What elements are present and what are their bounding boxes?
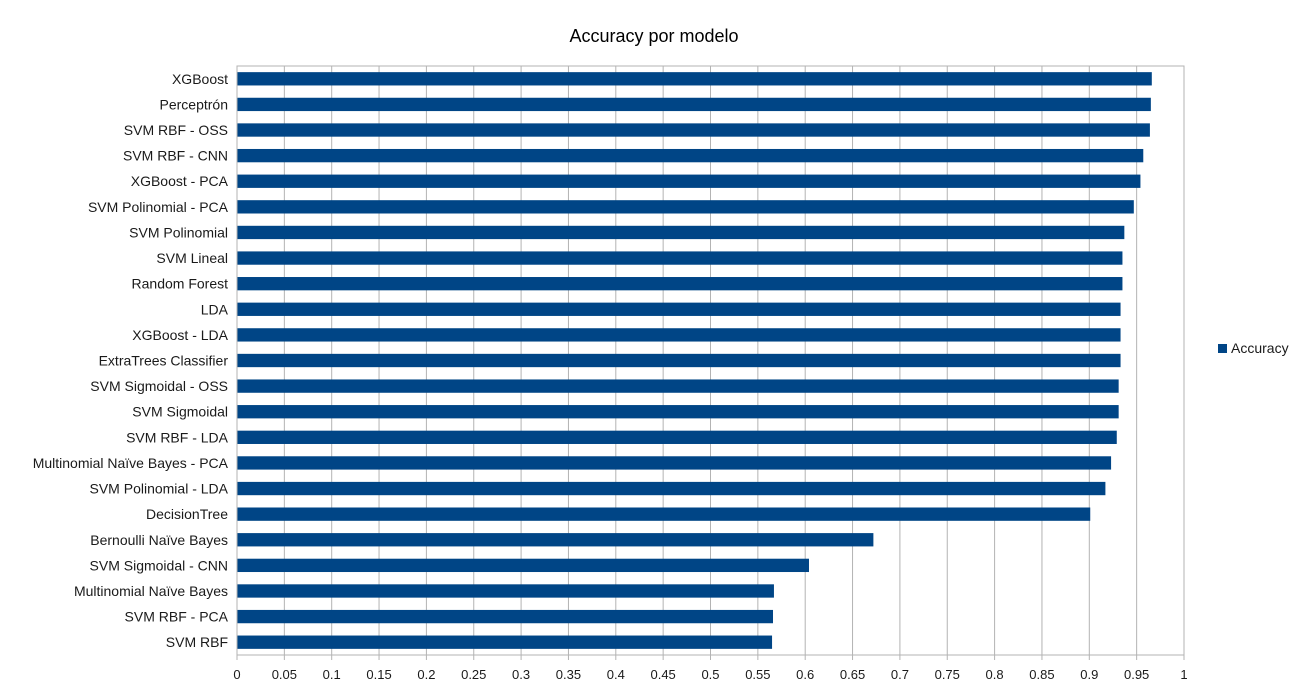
category-label: Multinomial Naïve Bayes - PCA xyxy=(33,455,229,471)
category-label: DecisionTree xyxy=(146,506,228,522)
category-label: XGBoost xyxy=(172,71,228,87)
bar xyxy=(237,507,1091,521)
category-label: Multinomial Naïve Bayes xyxy=(74,583,228,599)
x-tick-label: 0.6 xyxy=(796,667,814,682)
bar xyxy=(237,481,1106,496)
bar xyxy=(237,302,1121,316)
chart-title: Accuracy por modelo xyxy=(569,26,738,46)
bar xyxy=(237,533,874,547)
x-tick-label: 1 xyxy=(1180,667,1187,682)
x-tick-label: 0.65 xyxy=(840,667,865,682)
bar xyxy=(237,277,1123,291)
x-tick-label: 0.75 xyxy=(935,667,960,682)
x-tick-label: 0.85 xyxy=(1029,667,1054,682)
x-tick-label: 0.05 xyxy=(272,667,297,682)
category-label: SVM Sigmoidal - OSS xyxy=(90,378,228,394)
category-label: SVM Polinomial - PCA xyxy=(88,199,229,215)
x-tick-label: 0.55 xyxy=(745,667,770,682)
bar xyxy=(237,174,1141,188)
x-tick-label: 0.2 xyxy=(417,667,435,682)
bar xyxy=(237,72,1152,86)
category-label: XGBoost - PCA xyxy=(131,173,229,189)
x-tick-label: 0 xyxy=(233,667,240,682)
x-tick-label: 0.7 xyxy=(891,667,909,682)
x-tick-label: 0.5 xyxy=(701,667,719,682)
bar xyxy=(237,148,1144,163)
x-tick-label: 0.8 xyxy=(986,667,1004,682)
legend-label: Accuracy xyxy=(1231,340,1289,356)
bar xyxy=(237,379,1119,393)
legend-swatch xyxy=(1218,344,1227,353)
bars xyxy=(237,72,1152,649)
category-label: XGBoost - LDA xyxy=(132,327,228,343)
plot-area-frame xyxy=(236,65,1185,656)
legend: Accuracy xyxy=(1218,340,1289,356)
category-label: SVM Sigmoidal xyxy=(132,404,228,420)
x-tick-label: 0.95 xyxy=(1124,667,1149,682)
category-label: Perceptrón xyxy=(160,96,228,112)
category-label: SVM Polinomial xyxy=(129,224,228,240)
bar xyxy=(237,558,809,573)
bar xyxy=(237,405,1119,419)
x-tick-label: 0.15 xyxy=(366,667,391,682)
category-label: SVM Polinomial - LDA xyxy=(90,481,229,497)
bar xyxy=(237,353,1121,368)
bar xyxy=(237,584,774,598)
category-label: SVM RBF - CNN xyxy=(123,148,228,164)
bar xyxy=(237,200,1134,214)
category-labels: XGBoost Perceptrón SVM RBF - OSS SVM RBF - … xyxy=(33,71,229,650)
bar xyxy=(237,430,1117,444)
category-label: Random Forest xyxy=(132,276,229,292)
category-label: LDA xyxy=(201,301,229,317)
x-tick-label: 0.3 xyxy=(512,667,530,682)
bar xyxy=(237,225,1125,240)
category-label: SVM RBF - PCA xyxy=(125,609,229,625)
bar xyxy=(237,456,1112,470)
category-label: SVM RBF xyxy=(166,634,228,650)
x-tick-label: 0.9 xyxy=(1080,667,1098,682)
x-tick-label: 0.4 xyxy=(607,667,625,682)
x-axis-ticks: 0 0.05 0.1 0.15 0.2 0.25 0.3 0.35 0.4 0.45 0.5 0.55… xyxy=(233,667,1187,682)
bar xyxy=(237,123,1150,137)
category-label: SVM Sigmoidal - CNN xyxy=(90,557,228,573)
category-label: SVM Lineal xyxy=(156,250,228,266)
category-label: SVM RBF - OSS xyxy=(124,122,228,138)
bar xyxy=(237,251,1123,265)
x-tick-label: 0.45 xyxy=(650,667,675,682)
bar xyxy=(237,635,773,649)
category-label: SVM RBF - LDA xyxy=(126,429,229,445)
bar xyxy=(237,328,1121,342)
x-tick-label: 0.35 xyxy=(556,667,581,682)
category-label: Bernoulli Naïve Bayes xyxy=(90,532,228,548)
bar xyxy=(237,609,774,624)
x-tick-label: 0.1 xyxy=(323,667,341,682)
bar xyxy=(237,97,1151,112)
x-tick-label: 0.25 xyxy=(461,667,486,682)
category-label: ExtraTrees Classifier xyxy=(99,353,229,369)
